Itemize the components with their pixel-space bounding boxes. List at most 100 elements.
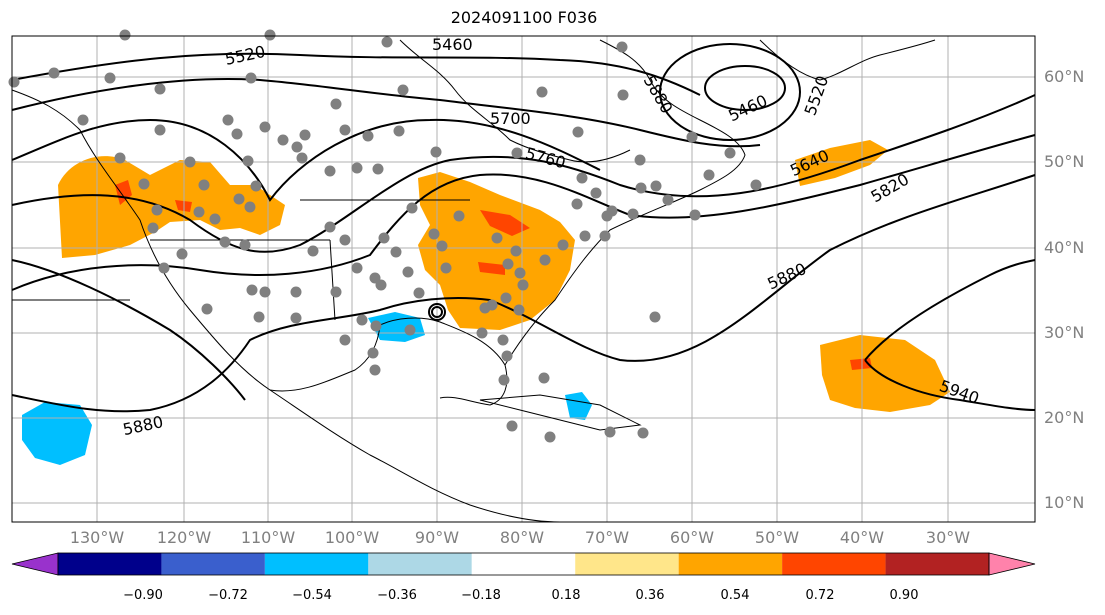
station-marker — [689, 209, 701, 221]
station-marker — [590, 187, 602, 199]
station-marker — [501, 350, 513, 362]
height-contours — [11, 43, 1036, 413]
station-marker — [362, 130, 374, 142]
station-marker — [351, 262, 363, 274]
station-marker — [617, 89, 629, 101]
colorbar-swatch — [264, 553, 369, 575]
station-marker — [404, 324, 416, 336]
lat-label: 40°N — [1044, 238, 1085, 257]
station-marker — [296, 152, 308, 164]
station-marker — [453, 210, 465, 222]
colorbar-swatch — [58, 553, 162, 575]
map-border — [11, 35, 1036, 523]
station-marker — [259, 286, 271, 298]
shade-red-east2 — [478, 262, 505, 275]
lon-label: 90°W — [414, 528, 460, 547]
colorbar-swatch — [678, 553, 783, 575]
station-marker — [476, 327, 488, 339]
contour-label: 5460 — [432, 35, 473, 54]
station-marker — [367, 347, 379, 359]
station-marker — [222, 114, 234, 126]
shade-pacific-nw — [58, 156, 285, 258]
colorbar-swatch — [885, 553, 989, 575]
station-marker — [290, 312, 302, 324]
station-marker — [511, 147, 523, 159]
station-marker — [662, 194, 674, 206]
station-marker — [430, 146, 442, 158]
station-marker — [233, 193, 245, 205]
station-marker — [264, 29, 276, 41]
station-marker — [627, 208, 639, 220]
colorbar-tick-label: 0.36 — [635, 588, 665, 603]
station-marker — [193, 206, 205, 218]
station-marker — [351, 162, 363, 174]
station-marker — [176, 248, 188, 260]
contour-label: 5700 — [490, 109, 531, 128]
station-marker — [572, 126, 584, 138]
station-marker — [510, 245, 522, 257]
colorbar-tick-label: −0.36 — [377, 588, 417, 603]
station-marker — [77, 114, 89, 126]
station-marker — [369, 364, 381, 376]
lon-label: 40°W — [839, 528, 885, 547]
station-markers — [8, 29, 762, 443]
station-marker — [393, 125, 405, 137]
graticule — [12, 36, 1035, 522]
station-marker — [649, 311, 661, 323]
station-marker — [579, 230, 591, 242]
station-marker — [259, 121, 271, 133]
lat-label: 10°N — [1044, 493, 1085, 512]
station-marker — [372, 163, 384, 175]
station-marker — [604, 426, 616, 438]
station-marker — [650, 180, 662, 192]
station-marker — [339, 124, 351, 136]
station-marker — [514, 267, 526, 279]
lat-label: 50°N — [1044, 152, 1085, 171]
lat-label: 20°N — [1044, 408, 1085, 427]
station-marker — [231, 128, 243, 140]
station-marker — [253, 311, 265, 323]
lat-label: 30°N — [1044, 323, 1085, 342]
shade-blue-carib — [565, 392, 592, 420]
station-marker — [506, 420, 518, 432]
station-marker — [154, 83, 166, 95]
colorbar-tick-label: 0.72 — [805, 588, 835, 603]
station-marker — [498, 374, 510, 386]
station-marker — [239, 239, 251, 251]
colorbar-outline — [57, 552, 990, 576]
station-marker — [479, 302, 491, 314]
station-marker — [201, 303, 213, 315]
colorbar-extend-max — [988, 552, 1036, 576]
station-marker — [502, 258, 514, 270]
station-marker — [339, 234, 351, 246]
station-marker — [291, 141, 303, 153]
station-marker — [104, 72, 116, 84]
lon-label: 60°W — [669, 528, 715, 547]
station-marker — [413, 287, 425, 299]
station-marker — [381, 36, 393, 48]
station-marker — [544, 431, 556, 443]
station-marker — [402, 266, 414, 278]
station-marker — [290, 286, 302, 298]
map-title: 2024091100 F036 — [450, 8, 598, 27]
colorbar-swatch — [368, 553, 472, 575]
station-marker — [299, 129, 311, 141]
colorbar-tick-label: 0.90 — [889, 588, 919, 603]
colorbar-swatch — [782, 553, 886, 575]
station-marker — [330, 286, 342, 298]
station-marker — [500, 292, 512, 304]
lat-label: 60°N — [1044, 67, 1085, 86]
colorbar-tick-label: 0.18 — [551, 588, 581, 603]
station-marker — [324, 221, 336, 233]
station-marker — [634, 154, 646, 166]
colorbar-swatch — [161, 553, 265, 575]
station-marker — [330, 98, 342, 110]
station-marker — [571, 198, 583, 210]
station-marker — [209, 213, 221, 225]
station-marker — [307, 245, 319, 257]
lon-label: 100°W — [324, 528, 380, 547]
station-marker — [244, 201, 256, 213]
station-marker — [246, 284, 258, 296]
colorbar-tick-label: −0.90 — [123, 588, 163, 603]
